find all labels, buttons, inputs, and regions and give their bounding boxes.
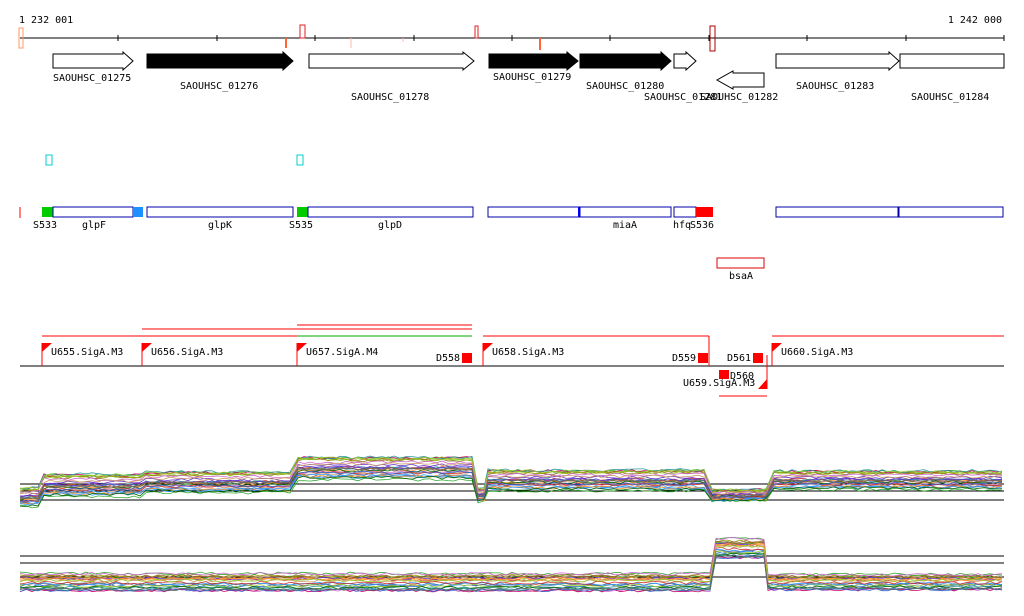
expression-line xyxy=(19,537,1003,577)
promoter-label[interactable]: U656.SigA.M3 xyxy=(151,347,223,358)
ruler-mark xyxy=(709,25,716,52)
cyan-marker xyxy=(296,154,304,166)
promoter-label[interactable]: U660.SigA.M3 xyxy=(781,347,853,358)
gene-label: SAOUHSC_01275 xyxy=(53,73,131,84)
gene-arrow-01283[interactable] xyxy=(775,50,900,72)
feature-track: S533 glpF glpK S535 glpD miaA hfq S536 b… xyxy=(19,206,1004,282)
expression-line xyxy=(19,463,1003,497)
expression-track-1 xyxy=(19,455,1004,509)
expression-line xyxy=(19,542,1003,582)
gene-label: SAOUHSC_01279 xyxy=(493,72,571,83)
gene-name-label: glpK xyxy=(208,220,232,231)
expression-line xyxy=(19,462,1003,496)
feature-glpD[interactable] xyxy=(307,206,474,218)
expression-line xyxy=(19,470,1003,502)
feature-s536-block[interactable] xyxy=(696,207,713,217)
promoter-flag xyxy=(297,343,307,352)
feature-bsaA[interactable] xyxy=(716,257,765,269)
feature-glpK[interactable] xyxy=(146,206,294,218)
expression-line xyxy=(19,537,1003,577)
gene-label: SAOUHSC_01280 xyxy=(586,81,664,92)
gene-arrow-01278[interactable] xyxy=(308,50,475,72)
gene-name-label: miaA xyxy=(613,220,637,231)
gene-label: SAOUHSC_01278 xyxy=(351,92,429,103)
terminator-label[interactable]: D558 xyxy=(436,353,460,364)
terminator-block xyxy=(698,353,708,363)
expression-line xyxy=(19,539,1003,579)
gene-arrow-01275[interactable] xyxy=(52,50,134,72)
gene-arrow-01282[interactable] xyxy=(715,70,765,90)
expression-line xyxy=(19,554,1003,592)
terminator-label[interactable]: D561 xyxy=(727,353,751,364)
gene-arrow-01276[interactable] xyxy=(146,50,294,72)
promoter-flag xyxy=(483,343,493,352)
ruler-ticks xyxy=(117,35,1005,41)
terminator-block xyxy=(753,353,763,363)
feature-box[interactable] xyxy=(775,206,899,218)
feature-box[interactable] xyxy=(487,206,580,218)
terminator-label[interactable]: D559 xyxy=(672,353,696,364)
feature-bsaA-label: bsaA xyxy=(729,271,753,282)
feature-glpF[interactable] xyxy=(52,206,134,218)
s-feature-label: S536 xyxy=(690,220,714,231)
expression-line xyxy=(19,547,1003,585)
feature-box[interactable] xyxy=(898,206,1004,218)
s-feature-label: S535 xyxy=(289,220,313,231)
cyan-marker xyxy=(45,154,53,166)
gene-label: SAOUHSC_01283 xyxy=(796,81,874,92)
promoter-flag xyxy=(42,343,52,352)
terminator-label[interactable]: D560 xyxy=(730,371,754,382)
promoter-flag xyxy=(772,343,782,352)
gene-label: SAOUHSC_01281 xyxy=(644,92,722,103)
expression-line xyxy=(19,475,1003,508)
gene-name-label: glpF xyxy=(82,220,106,231)
gene-name-label: glpD xyxy=(378,220,402,231)
gene-box-01284[interactable] xyxy=(899,53,1005,69)
promoter-label[interactable]: U659.SigA.M3 xyxy=(683,378,755,389)
expression-line xyxy=(19,455,1003,492)
promoter-track: U655.SigA.M3 U656.SigA.M3 U657.SigA.M4 U… xyxy=(20,324,1004,397)
ruler-mark xyxy=(299,24,306,39)
feature-miaA[interactable] xyxy=(579,206,672,218)
expression-line xyxy=(19,467,1003,499)
ruler-mark xyxy=(474,25,479,39)
promoter-flag-reverse xyxy=(758,379,767,389)
gene-name-label: hfq xyxy=(673,220,691,231)
promoter-flag xyxy=(142,343,152,352)
gene-track: SAOUHSC_01275 SAOUHSC_01276 SAOUHSC_0127… xyxy=(52,50,1005,103)
coordinate-ruler: 1 232 001 1 242 000 xyxy=(18,15,1005,52)
ruler-start-label: 1 232 001 xyxy=(19,15,73,26)
feature-hfq[interactable] xyxy=(673,206,697,218)
expression-line xyxy=(19,555,1003,593)
terminator-block xyxy=(462,353,472,363)
expression-line xyxy=(19,468,1003,501)
gene-label: SAOUHSC_01284 xyxy=(911,92,989,103)
ruler-mark xyxy=(18,27,24,49)
gene-arrow-01280[interactable] xyxy=(579,50,672,72)
expression-line xyxy=(19,456,1003,492)
feature-blue-block[interactable] xyxy=(133,207,143,217)
promoter-label[interactable]: U657.SigA.M4 xyxy=(306,347,378,358)
feature-s535-block[interactable] xyxy=(297,207,308,217)
ruler-end-label: 1 242 000 xyxy=(948,15,1002,26)
promoter-label[interactable]: U658.SigA.M3 xyxy=(492,347,564,358)
gene-label: SAOUHSC_01276 xyxy=(180,81,258,92)
expression-profiles xyxy=(19,455,1003,509)
terminator-block xyxy=(719,370,729,379)
expression-profiles xyxy=(19,537,1003,593)
expression-line xyxy=(19,544,1002,583)
feature-s533-block[interactable] xyxy=(42,207,53,217)
expression-track-2 xyxy=(19,537,1004,593)
gene-arrow-01281[interactable] xyxy=(673,50,697,72)
gene-arrow-01279[interactable] xyxy=(488,50,579,72)
promoter-label[interactable]: U655.SigA.M3 xyxy=(51,347,123,358)
s-feature-label: S533 xyxy=(33,220,57,231)
expression-line xyxy=(19,548,1003,586)
gene-label: SAOUHSC_01282 xyxy=(700,92,778,103)
expression-line xyxy=(19,460,1003,494)
expression-line xyxy=(19,542,1003,581)
